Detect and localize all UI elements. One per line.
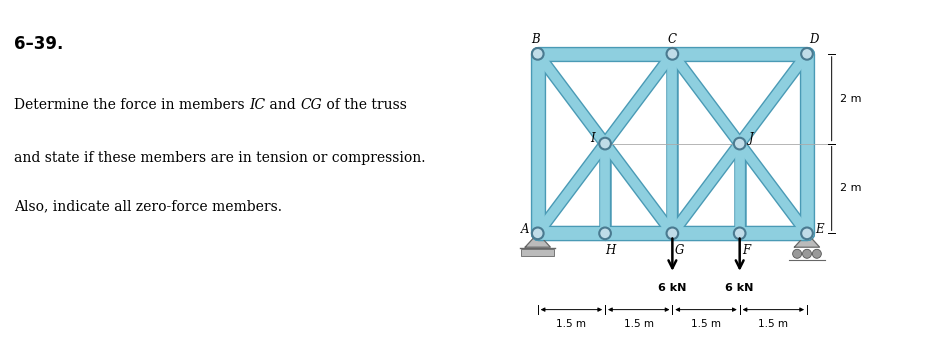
Circle shape — [666, 228, 678, 239]
Circle shape — [812, 249, 820, 258]
Circle shape — [801, 48, 812, 60]
Text: E: E — [815, 223, 823, 236]
Text: J: J — [748, 132, 752, 145]
Circle shape — [531, 228, 543, 239]
Text: CG: CG — [300, 98, 322, 112]
Circle shape — [792, 249, 801, 258]
Text: G: G — [674, 244, 683, 257]
Circle shape — [801, 249, 811, 258]
Text: and: and — [265, 98, 300, 112]
Text: 6 kN: 6 kN — [725, 283, 753, 293]
Text: 2 m: 2 m — [839, 94, 860, 104]
Text: 1.5 m: 1.5 m — [757, 320, 787, 329]
Text: 1.5 m: 1.5 m — [623, 320, 653, 329]
FancyBboxPatch shape — [521, 249, 553, 257]
Text: 1.5 m: 1.5 m — [690, 320, 720, 329]
Circle shape — [733, 138, 745, 149]
Circle shape — [531, 48, 543, 60]
Polygon shape — [794, 233, 818, 247]
Text: 6 kN: 6 kN — [657, 283, 686, 293]
Text: IC: IC — [249, 98, 265, 112]
Text: 1.5 m: 1.5 m — [556, 320, 586, 329]
Text: C: C — [667, 33, 676, 46]
Circle shape — [598, 138, 610, 149]
Circle shape — [801, 228, 812, 239]
Text: 6–39.: 6–39. — [14, 35, 63, 53]
Text: Also, indicate all zero-force members.: Also, indicate all zero-force members. — [14, 199, 282, 213]
Circle shape — [598, 228, 610, 239]
Circle shape — [733, 228, 745, 239]
Text: 2 m: 2 m — [839, 183, 860, 194]
Text: F: F — [742, 244, 750, 257]
Text: B: B — [531, 33, 539, 46]
Text: Determine the force in members: Determine the force in members — [14, 98, 249, 112]
Text: A: A — [520, 223, 529, 236]
Text: I: I — [590, 132, 594, 145]
Text: of the truss: of the truss — [322, 98, 407, 112]
Circle shape — [666, 48, 678, 60]
Text: and state if these members are in tension or compression.: and state if these members are in tensio… — [14, 150, 425, 164]
Text: D: D — [808, 33, 818, 46]
Polygon shape — [525, 233, 549, 247]
Text: H: H — [605, 244, 615, 257]
